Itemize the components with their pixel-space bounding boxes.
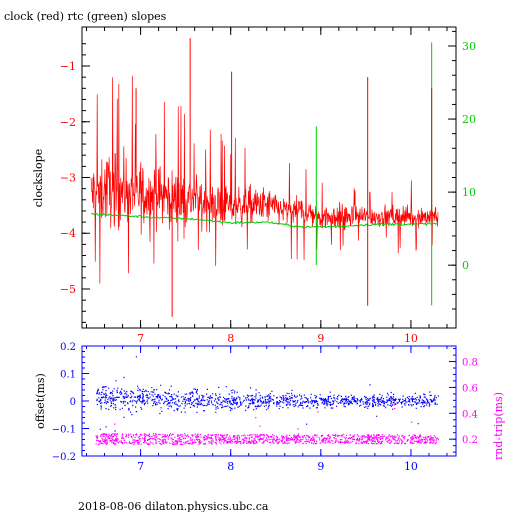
slope-x-axis: 7 8 9 10 [86,27,448,345]
slope-y-tick-label: −1 [60,60,76,73]
slope-plot-frame [81,26,457,329]
rtc-slope-series [90,212,439,229]
offset-scatter-series [96,356,439,432]
offset-panel: 7 8 9 10 0.2 0.1 0 −0.1 −0.2 0.8 0.6 0.4 0.2 offse… [34,342,505,473]
slope-x-tick-label: 7 [137,332,144,345]
footer-caption: 2018-08-06 dilaton.physics.ubc.ca [78,500,269,512]
offset-y-tick-label: 0.1 [60,370,76,381]
offset-x-tick-label: 9 [317,460,324,473]
offset-y2-axis: 0.8 0.6 0.4 0.2 [449,348,478,453]
slope-y-tick-label: −4 [60,227,76,240]
slope-x-tick-label: 9 [317,332,324,345]
slope-y2-tick-label: 0 [462,259,469,272]
slope-x-tick-label: 10 [404,332,418,345]
offset-y-tick-label: −0.1 [52,425,76,436]
slope-y-axis-label: clockslope [32,149,45,207]
slope-y2-axis: 30 20 10 0 [448,30,476,310]
slope-panel: 7 8 9 10 −1 −2 −3 −4 −5 30 20 10 0 clockslope [32,26,476,345]
slope-x-tick-label: 8 [227,332,234,345]
offset-y-axis: 0.2 0.1 0 −0.1 −0.2 [52,342,89,463]
rndtrip-y2-tick-label: 0.2 [462,435,478,446]
slope-y-tick-label: −2 [60,116,76,129]
offset-y-tick-label: 0 [70,397,76,408]
slope-y-axis: −1 −2 −3 −4 −5 [60,43,90,323]
clock-slope-series [90,75,439,284]
offset-data [95,356,439,446]
rndtrip-scatter-series [95,397,439,446]
rndtrip-y2-tick-label: 0.6 [462,383,478,394]
slope-data [90,38,439,317]
rndtrip-y2-tick-label: 0.8 [462,358,478,369]
offset-x-tick-label: 7 [137,460,144,473]
offset-y-tick-label: 0.2 [60,342,76,353]
rndtrip-y2-tick-label: 0.4 [462,409,478,420]
slope-y2-tick-label: 20 [462,113,476,126]
offset-x-tick-label: 10 [404,460,418,473]
offset-x-axis: 7 8 9 10 [86,346,448,473]
slope-y2-tick-label: 30 [462,40,476,53]
offset-y-axis-label: offset(ms) [34,373,47,429]
offset-y-tick-label: −0.2 [52,452,76,463]
slope-y-tick-label: −5 [60,283,76,296]
offset-x-tick-label: 8 [227,460,234,473]
rndtrip-y-axis-label: rnd-trip(ms) [492,392,505,460]
chart-title: clock (red) rtc (green) slopes [4,10,167,23]
slope-y-tick-label: −3 [60,172,76,185]
slope-y2-tick-label: 10 [462,186,476,199]
